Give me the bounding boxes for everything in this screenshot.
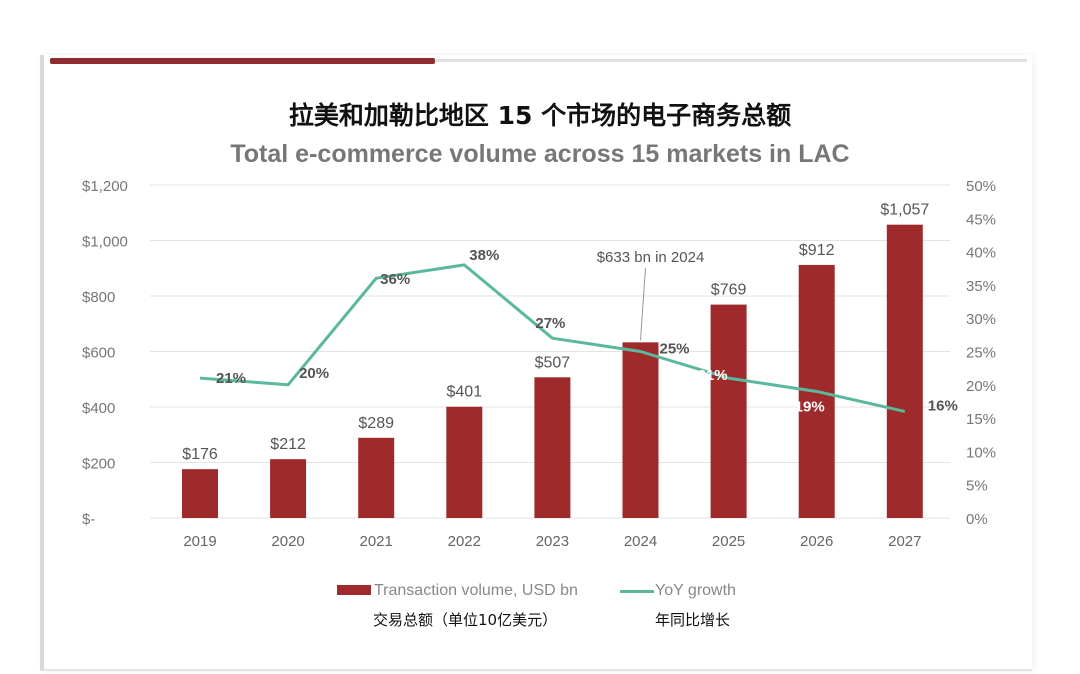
bar bbox=[534, 377, 571, 518]
growth-label: 21% bbox=[698, 367, 728, 384]
legend-line-label-cn: 年同比增长 bbox=[655, 611, 731, 629]
x-tick-label: 2025 bbox=[712, 533, 745, 550]
growth-label: 38% bbox=[469, 247, 499, 264]
legend-line-swatch bbox=[620, 590, 654, 593]
bar bbox=[182, 469, 218, 518]
x-tick-label: 2023 bbox=[536, 533, 569, 550]
right-tick-label: 35% bbox=[966, 278, 996, 295]
annotation-leader bbox=[640, 267, 646, 341]
x-tick-label: 2021 bbox=[360, 533, 393, 550]
growth-label: 20% bbox=[299, 365, 329, 382]
left-tick-label: $200 bbox=[82, 456, 115, 473]
bar-value-label: $1,057 bbox=[880, 202, 929, 219]
right-tick-label: 45% bbox=[966, 211, 996, 228]
annotation-label: $633 bn in 2024 bbox=[597, 249, 705, 266]
top-accent-bar bbox=[50, 58, 435, 64]
bar bbox=[446, 406, 483, 518]
bar bbox=[358, 437, 395, 518]
chart-subtitle: Total e-commerce volume across 15 market… bbox=[230, 140, 850, 168]
x-tick-label: 2026 bbox=[800, 533, 833, 550]
right-tick-label: 10% bbox=[966, 444, 996, 461]
left-tick-label: $600 bbox=[82, 345, 115, 362]
right-tick-label: 25% bbox=[966, 345, 996, 362]
bar-value-label: $176 bbox=[182, 446, 218, 463]
left-tick-label: $- bbox=[82, 511, 95, 528]
bar bbox=[270, 459, 307, 518]
x-tick-label: 2020 bbox=[271, 533, 304, 550]
chart-title: 拉美和加勒比地区 15 个市场的电子商务总额 bbox=[288, 101, 792, 130]
x-tick-label: 2024 bbox=[624, 533, 657, 550]
right-tick-label: 50% bbox=[966, 178, 996, 195]
x-tick-label: 2019 bbox=[183, 533, 216, 550]
x-tick-label: 2027 bbox=[888, 533, 921, 550]
growth-label: 16% bbox=[928, 397, 958, 414]
left-tick-label: $400 bbox=[82, 400, 115, 417]
left-tick-label: $1,200 bbox=[82, 178, 128, 195]
right-tick-label: 20% bbox=[966, 378, 996, 395]
bar bbox=[886, 224, 923, 518]
growth-label: 25% bbox=[659, 341, 689, 358]
bar-value-label: $769 bbox=[711, 282, 747, 299]
legend-bar-swatch bbox=[337, 585, 371, 595]
legend-bar-label-cn: 交易总额（单位10亿美元） bbox=[373, 611, 558, 629]
top-divider bbox=[50, 59, 1027, 62]
chart-card bbox=[40, 55, 1032, 671]
growth-line bbox=[199, 263, 906, 413]
legend-bar-label: Transaction volume, USD bn bbox=[374, 582, 578, 599]
growth-label: 27% bbox=[535, 315, 565, 332]
legend-line-label: YoY growth bbox=[655, 582, 736, 599]
right-tick-label: 15% bbox=[966, 411, 996, 428]
right-tick-label: 5% bbox=[966, 478, 988, 495]
bar-value-label: $507 bbox=[535, 354, 571, 371]
bar-value-label: $212 bbox=[270, 436, 306, 453]
growth-label: 36% bbox=[380, 271, 410, 288]
right-tick-label: 30% bbox=[966, 311, 996, 328]
bar-value-label: $912 bbox=[799, 242, 835, 259]
bar-value-label: $401 bbox=[447, 384, 483, 401]
growth-label: 19% bbox=[795, 398, 825, 415]
bar-value-label: $289 bbox=[358, 415, 394, 432]
right-tick-label: 0% bbox=[966, 511, 988, 528]
bar bbox=[710, 304, 747, 518]
bar bbox=[622, 342, 659, 518]
growth-label: 21% bbox=[216, 370, 246, 387]
right-tick-label: 40% bbox=[966, 245, 996, 262]
left-tick-label: $800 bbox=[82, 289, 115, 306]
x-tick-label: 2022 bbox=[448, 533, 481, 550]
left-tick-label: $1,000 bbox=[82, 234, 128, 251]
